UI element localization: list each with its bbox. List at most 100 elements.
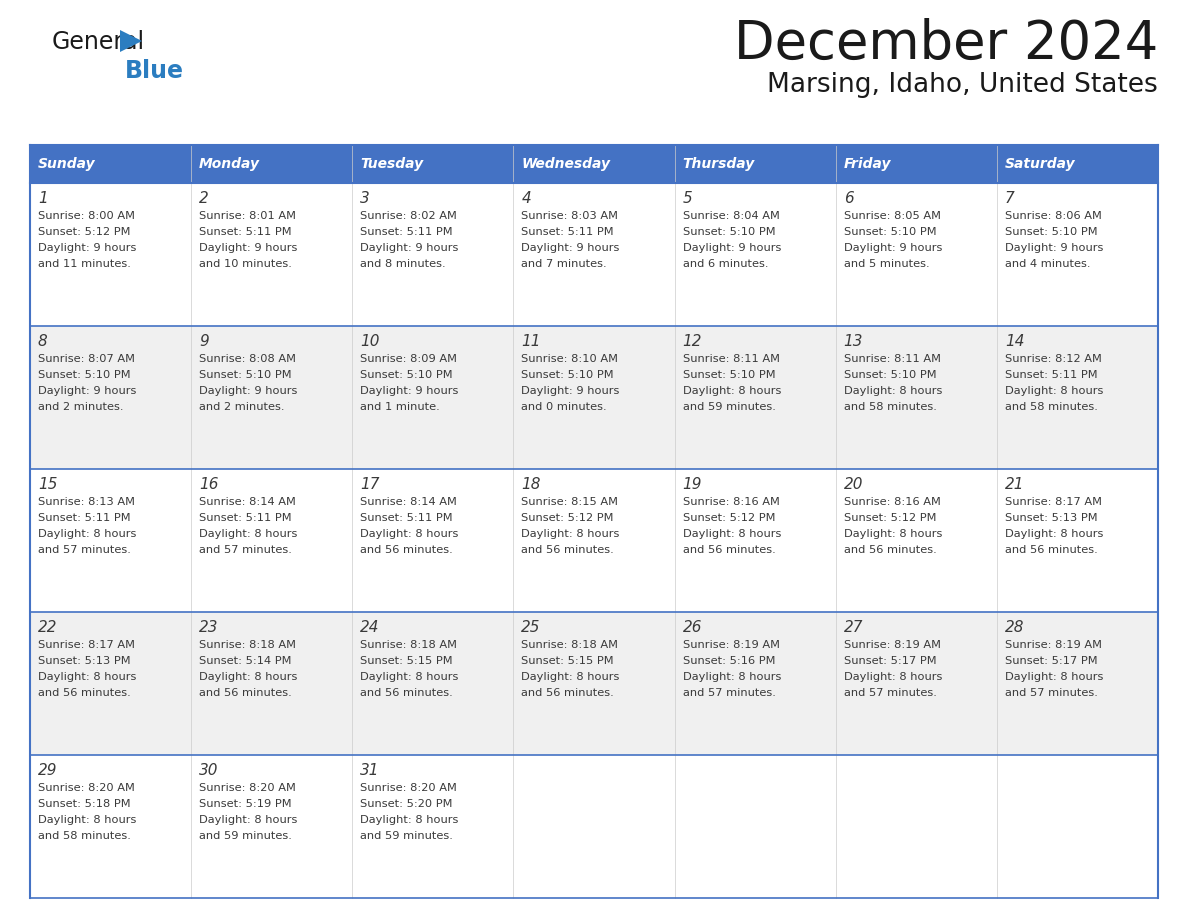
Bar: [997, 326, 1158, 469]
Text: Daylight: 8 hours: Daylight: 8 hours: [1005, 529, 1104, 539]
Text: Sunrise: 8:17 AM: Sunrise: 8:17 AM: [1005, 497, 1101, 507]
Text: Daylight: 8 hours: Daylight: 8 hours: [683, 529, 781, 539]
Text: and 57 minutes.: and 57 minutes.: [200, 545, 292, 555]
Text: Sunrise: 8:01 AM: Sunrise: 8:01 AM: [200, 211, 296, 221]
Text: Sunrise: 8:07 AM: Sunrise: 8:07 AM: [38, 354, 135, 364]
Text: 20: 20: [843, 477, 864, 492]
Text: Sunrise: 8:20 AM: Sunrise: 8:20 AM: [38, 783, 135, 793]
Text: 18: 18: [522, 477, 541, 492]
Text: 28: 28: [1005, 620, 1024, 635]
Text: 3: 3: [360, 191, 369, 206]
Text: and 58 minutes.: and 58 minutes.: [38, 831, 131, 841]
Text: Daylight: 9 hours: Daylight: 9 hours: [683, 243, 781, 253]
Text: December 2024: December 2024: [734, 18, 1158, 70]
Text: Sunset: 5:17 PM: Sunset: 5:17 PM: [1005, 656, 1098, 666]
Text: Wednesday: Wednesday: [522, 157, 611, 171]
Text: Sunset: 5:12 PM: Sunset: 5:12 PM: [522, 513, 614, 523]
Text: and 8 minutes.: and 8 minutes.: [360, 259, 446, 269]
Text: Thursday: Thursday: [683, 157, 754, 171]
Text: Sunrise: 8:14 AM: Sunrise: 8:14 AM: [200, 497, 296, 507]
Text: Daylight: 8 hours: Daylight: 8 hours: [1005, 672, 1104, 682]
Text: Sunset: 5:11 PM: Sunset: 5:11 PM: [360, 227, 453, 237]
Text: 16: 16: [200, 477, 219, 492]
Text: Sunrise: 8:19 AM: Sunrise: 8:19 AM: [843, 640, 941, 650]
Text: Sunrise: 8:18 AM: Sunrise: 8:18 AM: [522, 640, 619, 650]
Bar: [30, 469, 191, 612]
Text: and 58 minutes.: and 58 minutes.: [1005, 402, 1098, 412]
Text: and 56 minutes.: and 56 minutes.: [522, 545, 614, 555]
Text: Sunset: 5:10 PM: Sunset: 5:10 PM: [683, 370, 776, 380]
Text: 9: 9: [200, 334, 209, 349]
Bar: [353, 469, 513, 612]
Text: Daylight: 8 hours: Daylight: 8 hours: [360, 815, 459, 825]
Bar: [191, 755, 353, 898]
Text: and 58 minutes.: and 58 minutes.: [843, 402, 936, 412]
Bar: [191, 326, 353, 469]
Text: Daylight: 8 hours: Daylight: 8 hours: [360, 672, 459, 682]
Text: Sunset: 5:10 PM: Sunset: 5:10 PM: [38, 370, 131, 380]
Text: 6: 6: [843, 191, 853, 206]
Text: Sunset: 5:16 PM: Sunset: 5:16 PM: [683, 656, 775, 666]
Bar: [30, 326, 191, 469]
Text: Sunset: 5:11 PM: Sunset: 5:11 PM: [38, 513, 131, 523]
Text: Saturday: Saturday: [1005, 157, 1075, 171]
Text: Sunset: 5:10 PM: Sunset: 5:10 PM: [522, 370, 614, 380]
Text: 19: 19: [683, 477, 702, 492]
Text: Daylight: 9 hours: Daylight: 9 hours: [200, 243, 297, 253]
Text: Daylight: 9 hours: Daylight: 9 hours: [38, 243, 137, 253]
Text: Daylight: 8 hours: Daylight: 8 hours: [200, 529, 297, 539]
Text: Sunset: 5:18 PM: Sunset: 5:18 PM: [38, 799, 131, 809]
Text: Daylight: 8 hours: Daylight: 8 hours: [843, 386, 942, 396]
Text: and 59 minutes.: and 59 minutes.: [200, 831, 292, 841]
Text: Sunset: 5:10 PM: Sunset: 5:10 PM: [1005, 227, 1098, 237]
Text: Sunset: 5:12 PM: Sunset: 5:12 PM: [683, 513, 775, 523]
Bar: [353, 612, 513, 755]
Text: and 57 minutes.: and 57 minutes.: [683, 688, 776, 698]
Text: Sunset: 5:15 PM: Sunset: 5:15 PM: [522, 656, 614, 666]
Text: Daylight: 9 hours: Daylight: 9 hours: [1005, 243, 1104, 253]
Text: Sunrise: 8:11 AM: Sunrise: 8:11 AM: [843, 354, 941, 364]
Bar: [835, 612, 997, 755]
Text: Sunrise: 8:15 AM: Sunrise: 8:15 AM: [522, 497, 619, 507]
Text: and 56 minutes.: and 56 minutes.: [683, 545, 776, 555]
Text: 29: 29: [38, 763, 57, 778]
Text: 10: 10: [360, 334, 380, 349]
Bar: [30, 612, 191, 755]
Text: Sunset: 5:17 PM: Sunset: 5:17 PM: [843, 656, 936, 666]
Text: Sunset: 5:11 PM: Sunset: 5:11 PM: [1005, 370, 1098, 380]
Text: Daylight: 9 hours: Daylight: 9 hours: [843, 243, 942, 253]
Text: 25: 25: [522, 620, 541, 635]
Bar: [513, 612, 675, 755]
Text: 4: 4: [522, 191, 531, 206]
Text: Sunrise: 8:06 AM: Sunrise: 8:06 AM: [1005, 211, 1101, 221]
Text: and 56 minutes.: and 56 minutes.: [360, 688, 453, 698]
Text: Daylight: 8 hours: Daylight: 8 hours: [38, 672, 137, 682]
Text: Daylight: 9 hours: Daylight: 9 hours: [200, 386, 297, 396]
Text: Sunset: 5:12 PM: Sunset: 5:12 PM: [843, 513, 936, 523]
Text: Daylight: 8 hours: Daylight: 8 hours: [843, 672, 942, 682]
Text: and 57 minutes.: and 57 minutes.: [38, 545, 131, 555]
Text: and 57 minutes.: and 57 minutes.: [1005, 688, 1098, 698]
Text: Sunrise: 8:16 AM: Sunrise: 8:16 AM: [683, 497, 779, 507]
Bar: [30, 755, 191, 898]
Text: Marsing, Idaho, United States: Marsing, Idaho, United States: [767, 72, 1158, 98]
Text: 11: 11: [522, 334, 541, 349]
Text: 7: 7: [1005, 191, 1015, 206]
Bar: [835, 145, 997, 183]
Text: Sunset: 5:19 PM: Sunset: 5:19 PM: [200, 799, 292, 809]
Text: 31: 31: [360, 763, 380, 778]
Text: Sunrise: 8:04 AM: Sunrise: 8:04 AM: [683, 211, 779, 221]
Bar: [191, 612, 353, 755]
Text: Sunrise: 8:11 AM: Sunrise: 8:11 AM: [683, 354, 779, 364]
Text: Daylight: 8 hours: Daylight: 8 hours: [522, 672, 620, 682]
Text: Sunset: 5:10 PM: Sunset: 5:10 PM: [843, 370, 936, 380]
Bar: [513, 326, 675, 469]
Bar: [997, 183, 1158, 326]
Text: Monday: Monday: [200, 157, 260, 171]
Polygon shape: [120, 30, 143, 52]
Text: Sunrise: 8:14 AM: Sunrise: 8:14 AM: [360, 497, 457, 507]
Text: and 56 minutes.: and 56 minutes.: [200, 688, 292, 698]
Bar: [513, 183, 675, 326]
Text: Sunrise: 8:08 AM: Sunrise: 8:08 AM: [200, 354, 296, 364]
Bar: [191, 469, 353, 612]
